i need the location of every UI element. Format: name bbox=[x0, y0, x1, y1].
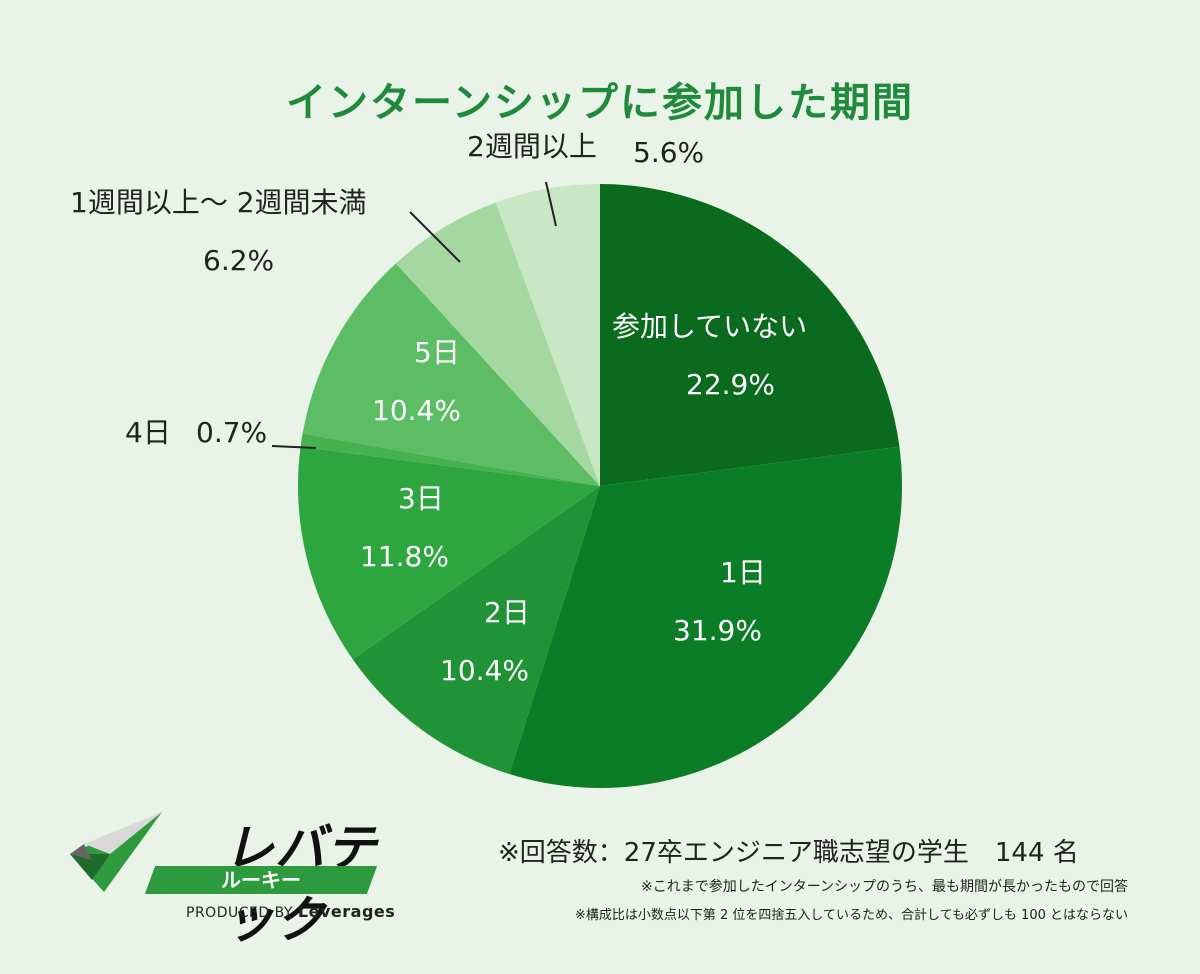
slice-label-7: 2週間以上 bbox=[467, 130, 597, 163]
logo-produced-by: PRODUCED BY Leverages bbox=[186, 902, 395, 921]
slice-label-6: 1週間以上〜 2週間未満 bbox=[70, 186, 367, 219]
leader-line-4 bbox=[271, 445, 317, 449]
slice-value-1: 31.9% bbox=[673, 614, 762, 647]
slice-value-3: 11.8% bbox=[360, 540, 449, 573]
pie-slice-7 bbox=[495, 184, 600, 486]
pie-slice-6 bbox=[395, 202, 600, 486]
slice-value-7: 5.6% bbox=[633, 136, 704, 169]
pie-slice-3 bbox=[298, 446, 600, 660]
logo-mark-icon bbox=[70, 812, 162, 892]
slice-label-1: 1日 bbox=[720, 556, 766, 589]
pie-slice-0 bbox=[600, 184, 900, 486]
slice-label-0: 参加していない bbox=[612, 310, 807, 343]
rounding-note: ※構成比は小数点以下第 2 位を四捨五入しているため、合計しても必ずしも 100… bbox=[574, 908, 1128, 923]
pie-slice-5 bbox=[302, 263, 600, 486]
slice-value-0: 22.9% bbox=[686, 368, 775, 401]
levtech-rookie-logo: レバテック ルーキー PRODUCED BY Leverages bbox=[62, 808, 402, 949]
respondent-note: ※回答数：27卒エンジニア職志望の学生 144 名 bbox=[498, 838, 1079, 868]
slice-value-4: 0.7% bbox=[196, 416, 267, 449]
produced-brand: Leverages bbox=[297, 902, 396, 921]
slice-label-4: 4日 bbox=[125, 416, 171, 449]
answer-basis-note: ※これまで参加したインターンシップのうち、最も期間が長かったもので回答 bbox=[640, 879, 1128, 895]
slice-label-2: 2日 bbox=[484, 596, 530, 629]
pie-slice-1 bbox=[509, 446, 902, 788]
logo-sub-text: ルーキー bbox=[221, 868, 301, 892]
pie-slice-2 bbox=[352, 486, 600, 775]
slice-value-6: 6.2% bbox=[203, 244, 274, 277]
leader-line-6 bbox=[409, 211, 461, 263]
leader-line-7 bbox=[545, 181, 557, 227]
slice-value-2: 10.4% bbox=[440, 654, 529, 687]
slice-label-5: 5日 bbox=[414, 336, 460, 369]
pie-slice-4 bbox=[300, 433, 600, 486]
logo-main-text: レバテック bbox=[224, 819, 377, 949]
chart-title: インターンシップに参加した期間 bbox=[286, 80, 914, 126]
slice-label-3: 3日 bbox=[398, 482, 444, 515]
produced-prefix: PRODUCED BY bbox=[186, 905, 293, 921]
slice-value-5: 10.4% bbox=[372, 394, 461, 427]
